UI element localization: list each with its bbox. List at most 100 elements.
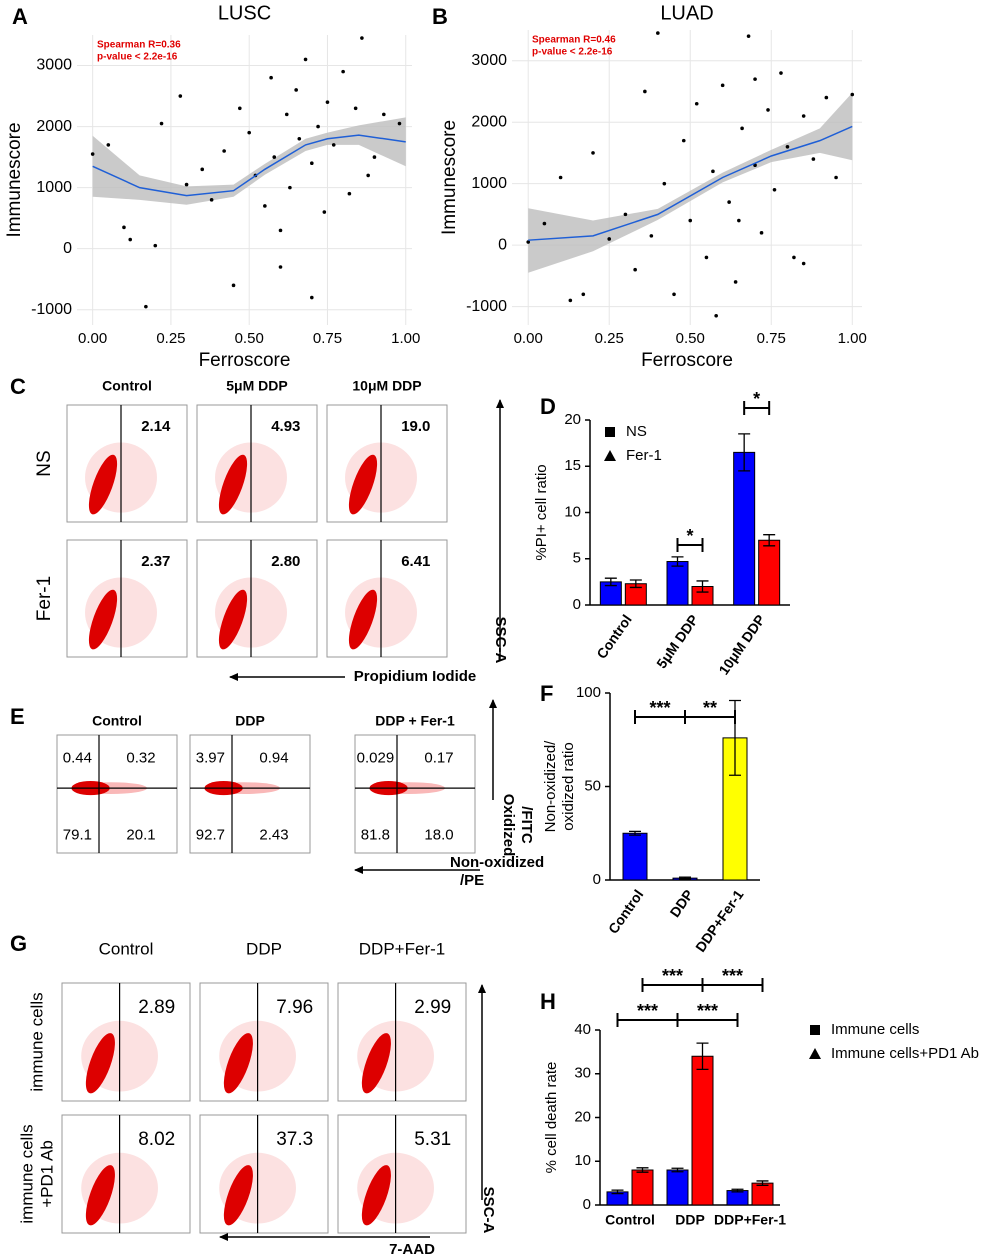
- point: [785, 144, 790, 149]
- row-label: immune cells: [27, 992, 46, 1091]
- point: [372, 155, 377, 159]
- point: [623, 212, 628, 217]
- y-tick-label: 15: [564, 457, 581, 474]
- significance-label: ***: [722, 966, 743, 986]
- y-tick-label: 1000: [36, 179, 72, 196]
- point: [341, 69, 345, 74]
- point: [360, 36, 364, 40]
- quadrant-value: 4.93: [271, 418, 300, 435]
- plot-frame: [189, 734, 311, 854]
- annotation: p-value < 2.2e-16: [97, 52, 178, 63]
- plot-frame: [196, 404, 318, 523]
- quadrant-value: 2.89: [138, 997, 175, 1018]
- quadrant-value: 19.0: [401, 418, 430, 435]
- plot-frame: [337, 982, 467, 1102]
- point: [278, 265, 283, 269]
- quadrant-value: 6.41: [401, 553, 430, 570]
- significance-label: ***: [637, 1001, 658, 1021]
- point: [247, 130, 251, 135]
- point: [737, 218, 741, 223]
- point: [581, 292, 586, 297]
- point: [801, 261, 806, 266]
- quadrant-value: 2.37: [141, 553, 170, 570]
- y-tick-label: 20: [574, 1108, 591, 1125]
- significance-label: ***: [697, 1001, 718, 1021]
- fit-line: [528, 125, 853, 241]
- y-axis-title: Non-oxidized/: [542, 740, 559, 833]
- quadrant-value: 18.0: [424, 826, 453, 843]
- y-tick-label: -1000: [31, 301, 72, 318]
- quadrant-value: 0.029: [357, 750, 395, 767]
- point: [278, 228, 283, 233]
- point: [568, 298, 573, 303]
- y-tick-label: 3000: [471, 52, 507, 69]
- error-bar: [671, 556, 684, 567]
- y-tick-label: 1000: [471, 175, 507, 192]
- cell-core: [85, 1033, 115, 1094]
- error-bar: [696, 580, 709, 593]
- chart-title: LUSC: [218, 2, 271, 24]
- point: [694, 101, 699, 106]
- point: [753, 77, 757, 81]
- point: [662, 181, 667, 186]
- fit-line: [92, 134, 406, 197]
- column-header: Control: [102, 378, 152, 394]
- bar: [666, 1169, 689, 1206]
- point: [681, 138, 686, 143]
- panel-letter: B: [432, 4, 448, 29]
- error-bar: [756, 1180, 769, 1186]
- point: [272, 155, 277, 159]
- column-header: DDP: [246, 939, 282, 958]
- significance-bracket: [684, 710, 736, 724]
- x-tick-label: 5μM DDP: [653, 612, 701, 672]
- point: [792, 255, 796, 260]
- legend-label: NS: [626, 423, 647, 440]
- point: [558, 175, 563, 180]
- point: [397, 121, 402, 126]
- quadrant-value: 0.32: [126, 750, 155, 767]
- point: [325, 100, 330, 104]
- cell-core: [223, 1033, 253, 1094]
- quadrant-value: 37.3: [276, 1129, 313, 1150]
- y-axis-title: Oxidized: [500, 794, 517, 857]
- annotation: Spearman R=0.46: [532, 35, 616, 46]
- cell-core: [361, 1033, 391, 1094]
- point: [711, 169, 715, 174]
- point: [714, 313, 718, 318]
- x-axis-title: /PE: [460, 872, 484, 889]
- point: [727, 200, 731, 204]
- chart-title: LUAD: [660, 2, 713, 24]
- y-axis-title: % cell death rate: [543, 1062, 560, 1174]
- bar: [726, 1190, 749, 1206]
- x-tick-label: 0.00: [78, 330, 107, 347]
- point: [310, 161, 314, 166]
- point: [294, 88, 298, 92]
- legend-marker: [604, 450, 616, 461]
- panel-letter: F: [540, 681, 553, 706]
- y-axis-title: SSC-A: [480, 1187, 497, 1234]
- cell-core: [88, 589, 118, 650]
- point: [772, 187, 777, 192]
- point: [740, 126, 744, 131]
- y-tick-label: 50: [584, 777, 601, 794]
- point: [238, 106, 242, 111]
- confidence-band: [528, 92, 853, 273]
- bar: [691, 1055, 714, 1206]
- significance-label: ***: [649, 698, 670, 718]
- point: [672, 292, 676, 297]
- y-axis-title: Immunescore: [4, 122, 25, 237]
- point: [366, 173, 370, 178]
- row-label: NS: [34, 450, 55, 476]
- cell-core: [361, 1165, 391, 1226]
- x-axis-title: Ferroscore: [641, 350, 733, 371]
- row-label: immune cells: [17, 1124, 36, 1223]
- point: [688, 218, 693, 223]
- point: [122, 225, 126, 230]
- plot-frame: [354, 734, 476, 854]
- point: [759, 231, 764, 235]
- quadrant-value: 5.31: [414, 1129, 451, 1150]
- quadrant-value: 2.43: [259, 826, 288, 843]
- point: [128, 237, 133, 242]
- y-tick-label: 40: [574, 1021, 591, 1038]
